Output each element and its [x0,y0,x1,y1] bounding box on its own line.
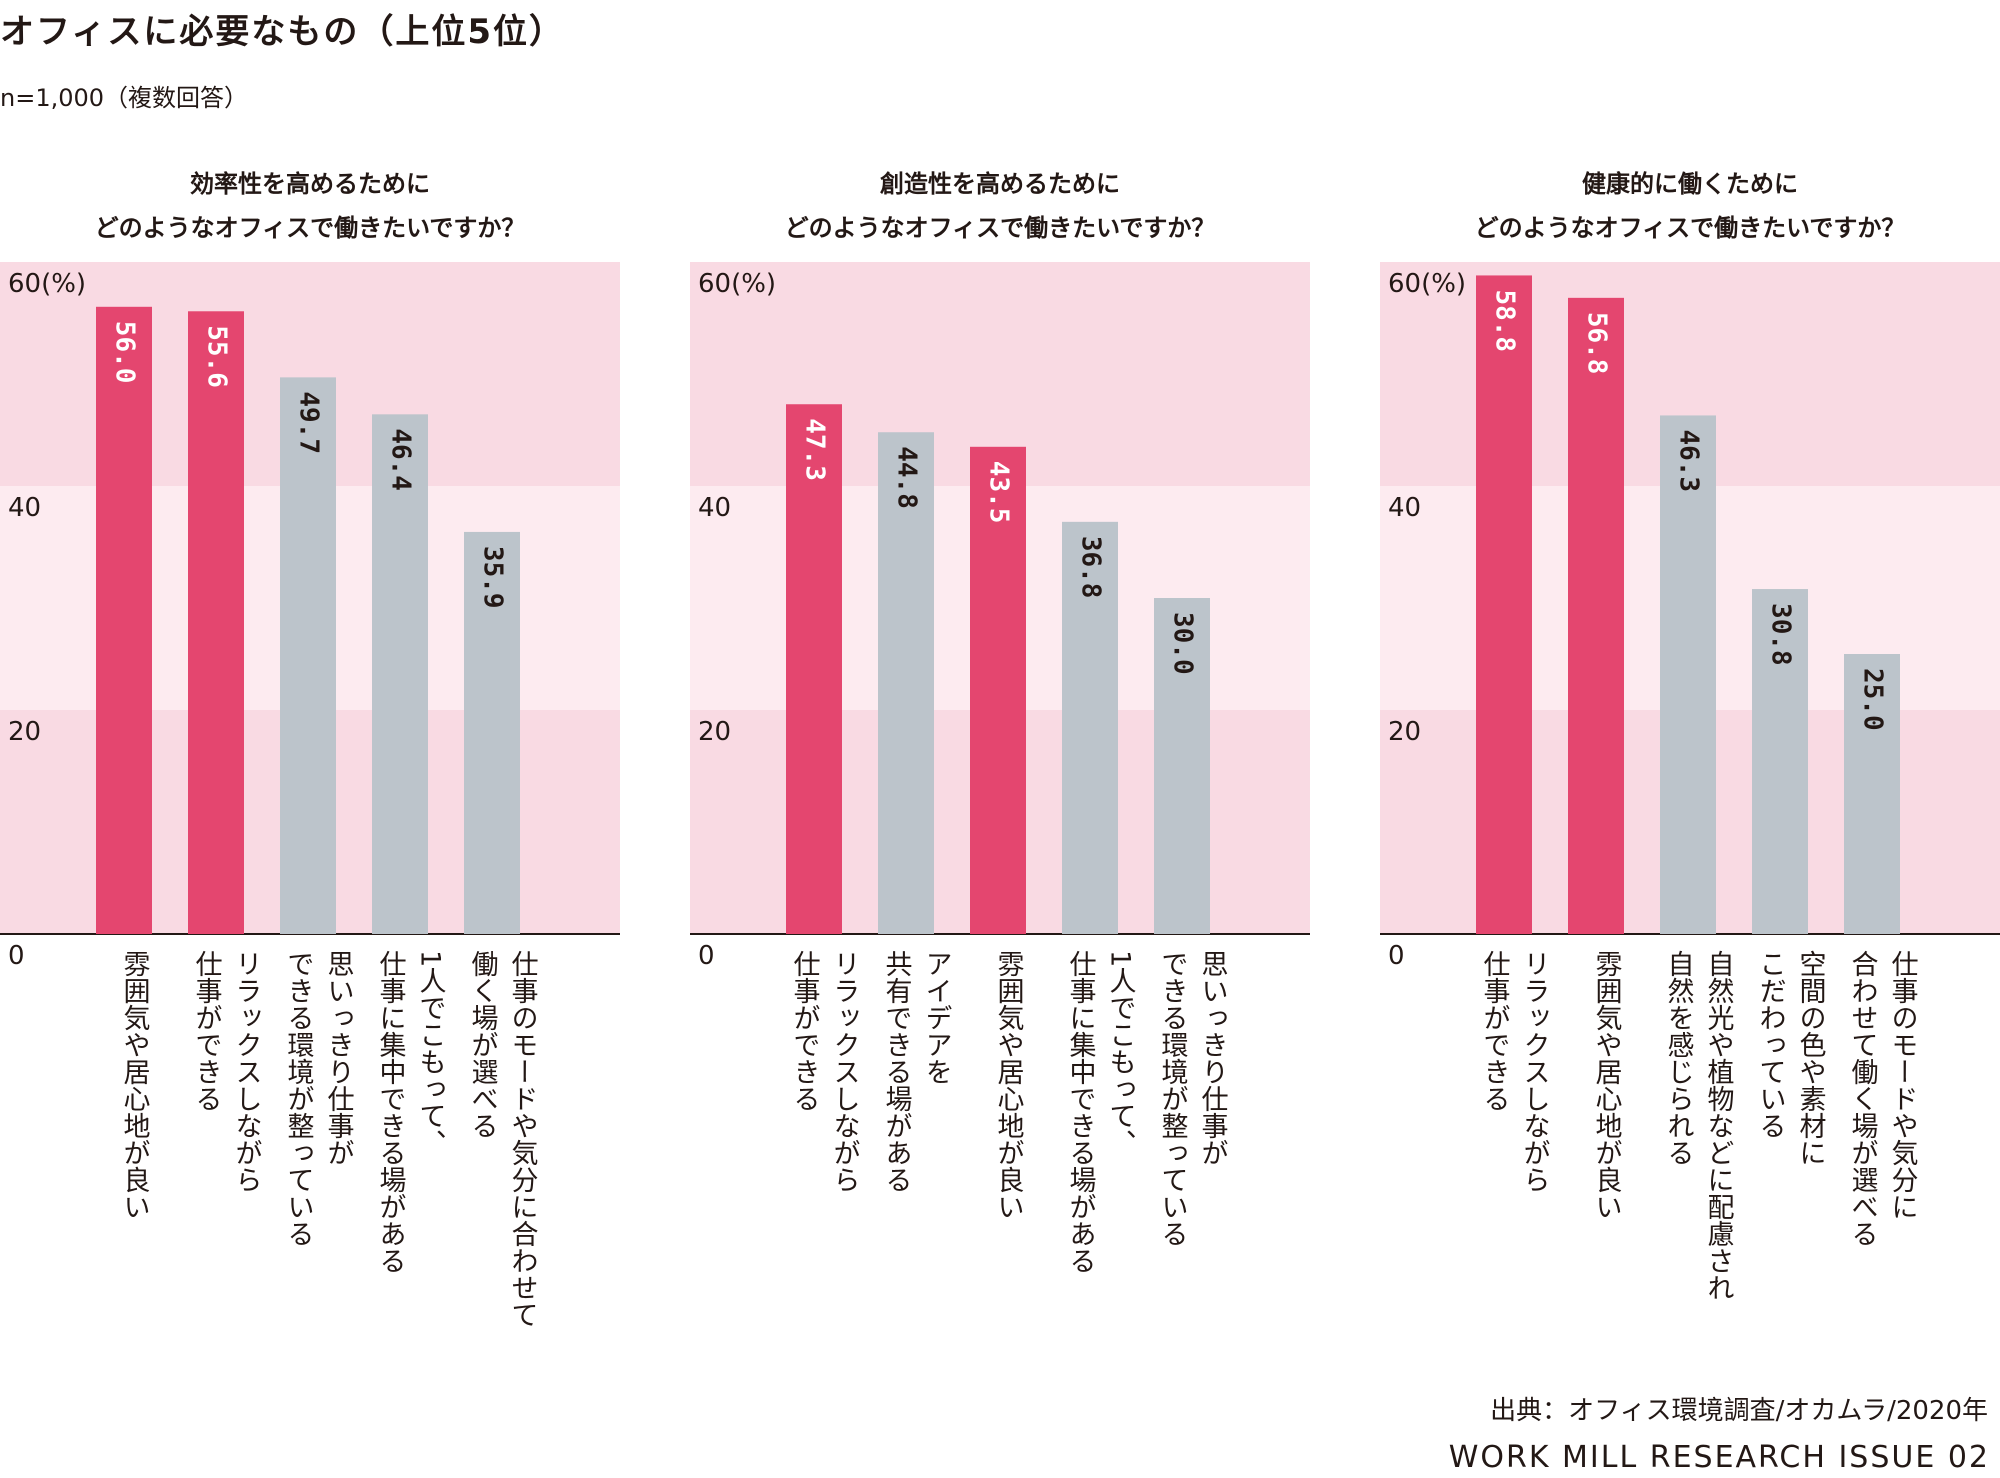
chart-question-line-1: 効率性を高めるために [190,170,430,198]
bar [970,446,1026,934]
bar-value-label: 47.3 [800,418,830,481]
bar-value-label: 49.7 [294,391,324,454]
category-label: できる環境が整っている [283,950,315,1247]
bar [96,306,152,934]
bar [1660,415,1716,934]
y-tick-label: 0 [1388,941,1405,971]
bar [188,311,244,934]
y-tick-label: 0 [698,941,715,971]
category-label: リラックスしながら [829,950,860,1193]
bar [1476,275,1532,934]
category-label: 思いっきり仕事が [323,950,355,1166]
category-label: アイデアを [921,950,952,1085]
category-label: こだわっている [1755,950,1786,1139]
category-label: 仕事ができる [789,950,821,1112]
bar-value-label: 30.8 [1766,603,1796,666]
bar [280,377,336,934]
chart-panel-efficiency: 効率性を高めるために どのようなオフィスで働きたいですか？ 0 20 40 60(%)… [0,162,620,1392]
category-label: 共有できる場がある [881,950,913,1193]
bar [1062,521,1118,934]
category-label: 仕事のモードや気分に [1887,950,1919,1220]
bar-value-label: 46.3 [1674,429,1704,492]
category-label: 思いっきり仕事が [1197,950,1229,1166]
y-tick-label: 60(%) [8,269,86,299]
category-label: 雰囲気や居心地が良い [1591,950,1623,1220]
category-label: 仕事のモードや気分に合わせて [507,950,539,1328]
publication-name: WORK MILL RESEARCH ISSUE 02 [1448,1440,1990,1475]
category-label: 自然光や植物などに配慮され [1703,950,1735,1301]
bar-value-label: 56.8 [1582,312,1612,375]
category-label: 雰囲気や居心地が良い [119,950,151,1220]
y-tick-label: 20 [698,717,731,747]
category-label: 1人でこもって、 [1105,950,1136,1156]
chart-question-line-2: どのようなオフィスで働きたいですか？ [94,214,526,242]
y-tick-label: 60(%) [698,269,776,299]
bar [1154,598,1210,934]
bar [372,414,428,934]
y-tick-label: 20 [8,717,41,747]
bar-value-label: 56.0 [110,321,140,384]
bar-value-label: 36.8 [1076,536,1106,599]
bar-value-label: 58.8 [1490,289,1520,352]
y-tick-label: 0 [8,941,25,971]
bar [786,404,842,934]
category-label: 自然を感じられる [1663,950,1695,1166]
bar-value-label: 30.0 [1168,612,1198,675]
category-label: リラックスしながら [1519,950,1550,1193]
chart-question-line-2: どのようなオフィスで働きたいですか？ [1474,214,1906,242]
sample-note: n=1,000（複数回答） [0,84,249,112]
category-label: 仕事に集中できる場がある [1065,950,1097,1274]
chart-question-line-1: 創造性を高めるために [880,170,1120,198]
y-tick-label: 40 [698,493,731,523]
category-label: 仕事に集中できる場がある [375,950,407,1274]
bar-chart-efficiency: 0 20 40 60(%) 56.0 雰囲気や居心地が良い 55.6 リラックスしながら仕事が… [0,262,620,1328]
y-tick-label: 40 [1388,493,1421,523]
chart-panel-health: 健康的に働くために どのようなオフィスで働きたいですか？ 0 20 40 60(%) 5… [1380,162,2000,1392]
bar-value-label: 43.5 [984,461,1014,524]
category-label: できる環境が整っている [1157,950,1189,1247]
category-label: 仕事ができる [191,950,223,1112]
chart-question-line-1: 健康的に働くために [1582,170,1798,198]
category-label: 雰囲気や居心地が良い [993,950,1025,1220]
category-label: 1人でこもって、 [415,950,446,1156]
bar [464,531,520,934]
source-note: 出典：オフィス環境調査/オカムラ/2020年 [1490,1396,1988,1426]
bar [878,432,934,934]
category-label: 合わせて働く場が選べる [1847,950,1879,1247]
category-label: 空間の色や素材に [1795,950,1827,1166]
bar [1568,297,1624,935]
page-title: オフィスに必要なもの（上位5位） [0,12,565,52]
y-tick-label: 20 [1388,717,1421,747]
chart-panel-creativity: 創造性を高めるために どのようなオフィスで働きたいですか？ 0 20 40 60(%)… [690,162,1310,1392]
bar-value-label: 44.8 [892,446,922,509]
category-label: 働く場が選べる [467,950,499,1139]
chart-question-line-2: どのようなオフィスで働きたいですか？ [784,214,1216,242]
y-tick-label: 40 [8,493,41,523]
bar [1844,654,1900,934]
bar-value-label: 46.4 [386,428,416,491]
y-tick-label: 60(%) [1388,269,1466,299]
bar [1752,589,1808,934]
bar-value-label: 55.6 [202,325,232,388]
bar-value-label: 35.9 [478,546,508,609]
category-label: 仕事ができる [1479,950,1511,1112]
category-label: リラックスしながら [231,950,262,1193]
bar-value-label: 25.0 [1858,668,1888,731]
